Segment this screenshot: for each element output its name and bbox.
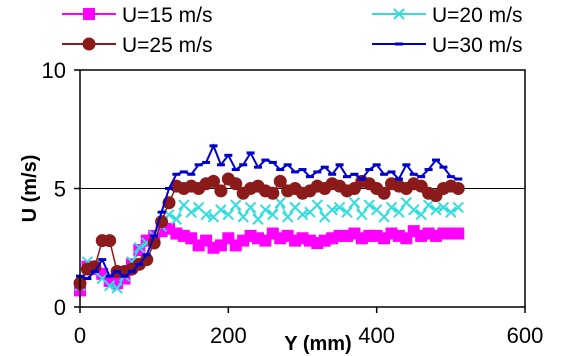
data-point [437,201,450,214]
data-point [385,201,398,214]
legend-item: U=30 m/s [372,34,522,57]
plot-area [73,69,526,308]
data-point [229,177,243,191]
legend-item: U=25 m/s [62,34,212,57]
data-point [378,211,390,223]
data-point [237,211,249,223]
data-point [244,229,257,242]
y-axis-label: U (m/s) [19,155,41,223]
data-point [452,227,465,240]
legend-item: U=20 m/s [372,4,522,27]
legend-marker [82,37,96,51]
legend-label: U=15 m/s [122,4,212,27]
data-point [252,213,264,226]
data-point [311,199,324,211]
legend-label: U=25 m/s [122,34,212,57]
data-point [452,201,464,214]
data-point [111,282,123,294]
data-point [103,279,116,292]
x-tick-label: 600 [507,323,544,348]
legend-label: U=30 m/s [432,34,522,57]
data-point [415,208,427,221]
data-point [215,204,227,216]
data-point [230,199,242,211]
data-point [214,184,228,198]
x-axis-label: Y (mm) [284,333,351,355]
data-point [281,211,294,223]
data-point [326,204,338,216]
axis-ticks: 0 200 400 600 0 5 10 [42,58,544,348]
data-point [356,208,368,221]
data-point [363,199,375,211]
x-tick-label: 200 [210,323,247,348]
data-point [244,201,257,214]
data-point [430,204,442,216]
data-point [200,208,212,221]
data-point [341,206,353,218]
series-layer [73,143,465,297]
data-point [266,186,280,200]
data-point [207,174,220,188]
legend-marker [83,8,95,20]
data-point [445,206,457,218]
y-tick-label: 0 [54,295,66,320]
series-3 [76,143,463,281]
data-point [296,208,309,221]
data-point [408,204,420,216]
data-point [103,234,117,248]
legend-marker [393,8,405,20]
y-tick-label: 10 [42,58,66,83]
data-point [170,213,183,226]
data-point [393,206,405,218]
y-tick-label: 5 [54,177,66,202]
data-point [348,197,361,209]
data-point [185,206,197,218]
data-point [451,182,465,195]
data-point [274,197,286,209]
x-tick-label: 0 [74,323,86,348]
legend-label: U=20 m/s [432,4,522,27]
data-point [267,208,279,221]
legend-item: U=15 m/s [62,4,212,27]
data-point [273,174,287,188]
data-point [333,201,346,214]
x-tick-label: 400 [358,323,395,348]
data-point [259,204,272,216]
data-point [222,208,235,221]
data-point [377,186,391,200]
legend: U=15 m/s U=20 m/s U=25 m/s U=30 m/s [62,4,522,57]
data-point [133,242,146,254]
data-point [422,199,435,211]
